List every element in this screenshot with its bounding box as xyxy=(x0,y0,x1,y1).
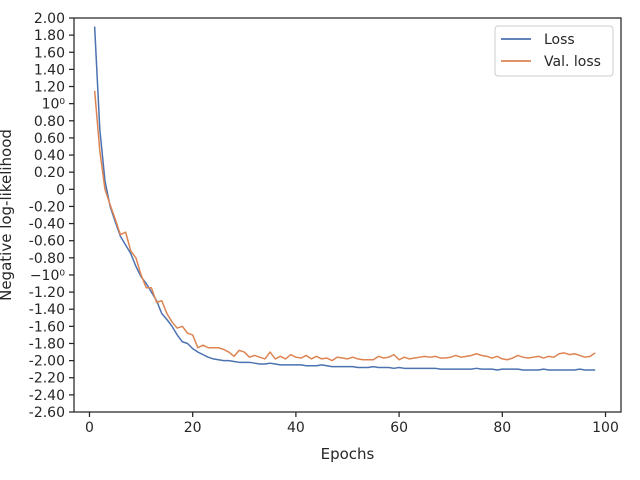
y-tick-label: 0.40 xyxy=(34,148,65,164)
y-tick-label: -2.60 xyxy=(29,405,65,421)
y-tick-label: 1.80 xyxy=(34,28,65,44)
y-tick-label: -0.40 xyxy=(29,217,65,233)
x-axis-ticks: 0 20 40 60 80 100 xyxy=(85,412,619,436)
x-tick-label: 80 xyxy=(493,420,511,436)
x-axis-title: Epochs xyxy=(321,445,375,463)
y-tick-label: 2.00 xyxy=(34,11,65,27)
y-tick-label: 1.40 xyxy=(34,62,65,78)
series-line-1 xyxy=(93,26,596,371)
y-tick-label: 1.20 xyxy=(34,80,65,96)
y-tick-label: 1.60 xyxy=(34,45,65,61)
legend: Loss Val. loss xyxy=(494,25,614,77)
y-axis-ticks: 2.001.801.601.40 1.2010⁰0.800.600.400.200… xyxy=(29,11,74,421)
y-tick-label: 10⁰ xyxy=(42,97,66,113)
plot-lines xyxy=(93,26,596,371)
y-tick-label: 0.80 xyxy=(34,114,65,130)
x-tick-label: 100 xyxy=(592,420,619,436)
y-tick-label: -0.60 xyxy=(29,234,65,250)
y-tick-label: -2.40 xyxy=(29,388,65,404)
legend-label: Loss xyxy=(544,32,575,48)
y-tick-label: 0.20 xyxy=(34,165,65,181)
y-tick-label: 0.60 xyxy=(34,131,65,147)
y-tick-label: -1.40 xyxy=(29,302,65,318)
series-line-2 xyxy=(93,90,596,362)
legend-label: Val. loss xyxy=(544,54,601,70)
y-tick-label: -1.20 xyxy=(29,285,65,301)
y-tick-label: -2.00 xyxy=(29,354,65,370)
y-tick-label: −10⁰ xyxy=(30,268,66,284)
x-tick-label: 60 xyxy=(390,420,408,436)
y-tick-label: -0.80 xyxy=(29,251,65,267)
y-tick-label: 0 xyxy=(56,182,65,198)
y-axis-title: Negative log-likelihood xyxy=(0,129,15,301)
y-tick-label: -0.20 xyxy=(29,199,65,215)
y-tick-label: -2.20 xyxy=(29,371,65,387)
x-tick-label: 0 xyxy=(85,420,94,436)
x-tick-label: 40 xyxy=(287,420,305,436)
y-tick-label: -1.80 xyxy=(29,336,65,352)
x-tick-label: 20 xyxy=(184,420,202,436)
axes-frame xyxy=(73,17,622,413)
y-tick-label: -1.60 xyxy=(29,319,65,335)
